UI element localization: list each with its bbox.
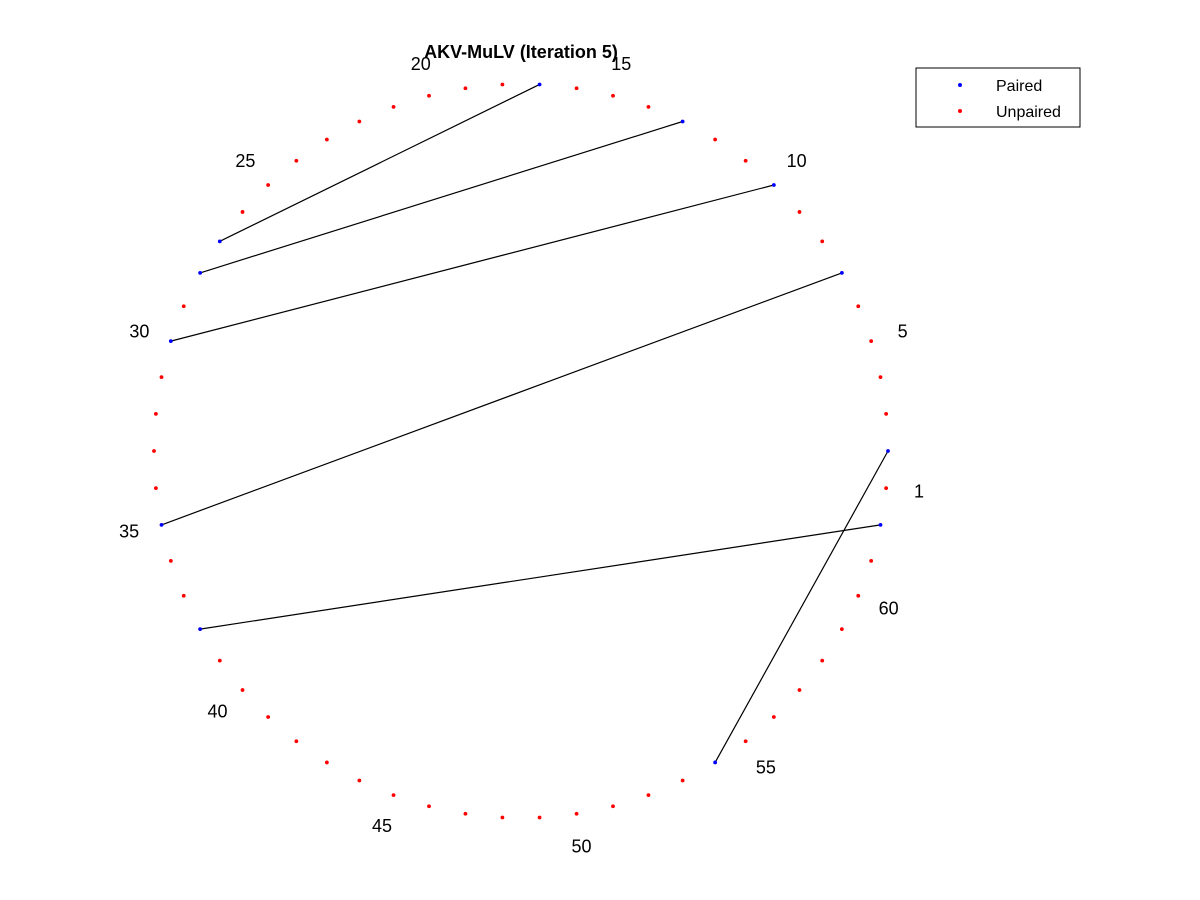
pair-line-10-30	[170, 184, 775, 342]
paired-point-7	[839, 270, 844, 275]
unpaired-point-16	[574, 86, 579, 91]
unpaired-point-4	[878, 375, 883, 380]
position-label-10: 10	[787, 151, 807, 171]
paired-point-2	[886, 449, 890, 453]
unpaired-point-3	[884, 411, 889, 416]
unpaired-point-53	[680, 778, 685, 783]
unpaired-point-15	[611, 93, 615, 98]
unpaired-point-32	[153, 411, 158, 416]
unpaired-point-50	[574, 811, 579, 816]
legend-marker-unpaired	[958, 109, 962, 113]
unpaired-point-21	[391, 104, 396, 109]
unpaired-point-44	[357, 778, 362, 783]
unpaired-point-5	[869, 339, 874, 344]
paired-point-38	[198, 627, 203, 632]
pair-line-38-62	[200, 524, 881, 630]
unpaired-point-20	[427, 93, 431, 98]
paired-point-17	[537, 82, 542, 87]
position-label-35: 35	[119, 522, 139, 542]
position-label-60: 60	[879, 599, 899, 619]
position-label-25: 25	[235, 151, 255, 171]
pair-line-7-35	[161, 272, 843, 526]
legend-label-paired: Paired	[996, 78, 1042, 95]
paired-point-54	[713, 760, 718, 765]
position-label-15: 15	[611, 54, 631, 74]
pair-lines	[161, 83, 889, 763]
unpaired-point-40	[240, 688, 245, 692]
paired-point-28	[198, 270, 203, 275]
unpaired-point-59	[839, 627, 844, 632]
unpaired-point-56	[771, 715, 776, 719]
unpaired-point-34	[153, 486, 158, 491]
pair-line-17-27	[219, 83, 540, 242]
unpaired-point-55	[743, 739, 748, 744]
pair-line-2-54	[714, 450, 889, 763]
unpaired-point-48	[500, 815, 505, 820]
unpaired-point-60	[856, 593, 861, 598]
pair-line-13-28	[199, 120, 683, 274]
unpaired-point-39	[217, 658, 222, 663]
unpaired-point-29	[181, 304, 186, 309]
unpaired-point-24	[294, 158, 299, 163]
unpaired-point-9	[797, 210, 802, 214]
position-label-30: 30	[129, 321, 149, 341]
position-label-55: 55	[756, 757, 776, 777]
legend-box	[915, 67, 1081, 128]
unpaired-point-45	[391, 793, 396, 798]
unpaired-point-49	[537, 815, 542, 820]
paired-point-35	[159, 522, 164, 527]
position-label-5: 5	[898, 321, 908, 341]
unpaired-point-19	[463, 86, 468, 91]
unpaired-point-31	[159, 375, 164, 380]
unpaired-point-11	[743, 158, 748, 163]
unpaired-point-51	[611, 804, 615, 809]
unpaired-point-61	[869, 558, 874, 563]
paired-point-10	[771, 183, 776, 187]
paired-point-27	[217, 239, 222, 244]
unpaired-point-23	[324, 137, 329, 142]
legend: Paired Unpaired	[915, 67, 1081, 128]
unpaired-point-26	[240, 210, 245, 214]
position-points	[152, 82, 890, 820]
unpaired-point-1	[884, 486, 889, 491]
unpaired-point-14	[646, 104, 651, 109]
unpaired-point-57	[797, 688, 802, 692]
unpaired-point-46	[427, 804, 431, 809]
unpaired-point-36	[168, 558, 173, 563]
unpaired-point-25	[266, 183, 271, 187]
unpaired-point-43	[324, 760, 329, 765]
unpaired-point-58	[820, 658, 825, 663]
unpaired-point-42	[294, 739, 299, 744]
position-label-40: 40	[207, 702, 227, 722]
unpaired-point-6	[856, 304, 861, 309]
legend-label-unpaired: Unpaired	[996, 104, 1061, 121]
unpaired-point-37	[181, 593, 186, 598]
unpaired-point-47	[463, 811, 468, 816]
legend-marker-paired	[958, 83, 962, 87]
chart-title: AKV-MuLV (Iteration 5)	[424, 42, 618, 62]
unpaired-point-41	[266, 715, 271, 719]
unpaired-point-22	[357, 119, 362, 124]
paired-point-30	[168, 339, 173, 344]
unpaired-point-52	[646, 793, 651, 798]
position-label-20: 20	[411, 54, 431, 74]
paired-point-62	[878, 522, 883, 527]
unpaired-point-8	[820, 239, 825, 244]
paired-point-13	[680, 119, 685, 124]
unpaired-point-18	[500, 82, 505, 87]
position-label-50: 50	[572, 836, 592, 856]
unpaired-point-33	[152, 449, 156, 453]
unpaired-point-12	[713, 137, 718, 142]
position-label-45: 45	[372, 816, 392, 836]
position-label-1: 1	[914, 481, 924, 501]
